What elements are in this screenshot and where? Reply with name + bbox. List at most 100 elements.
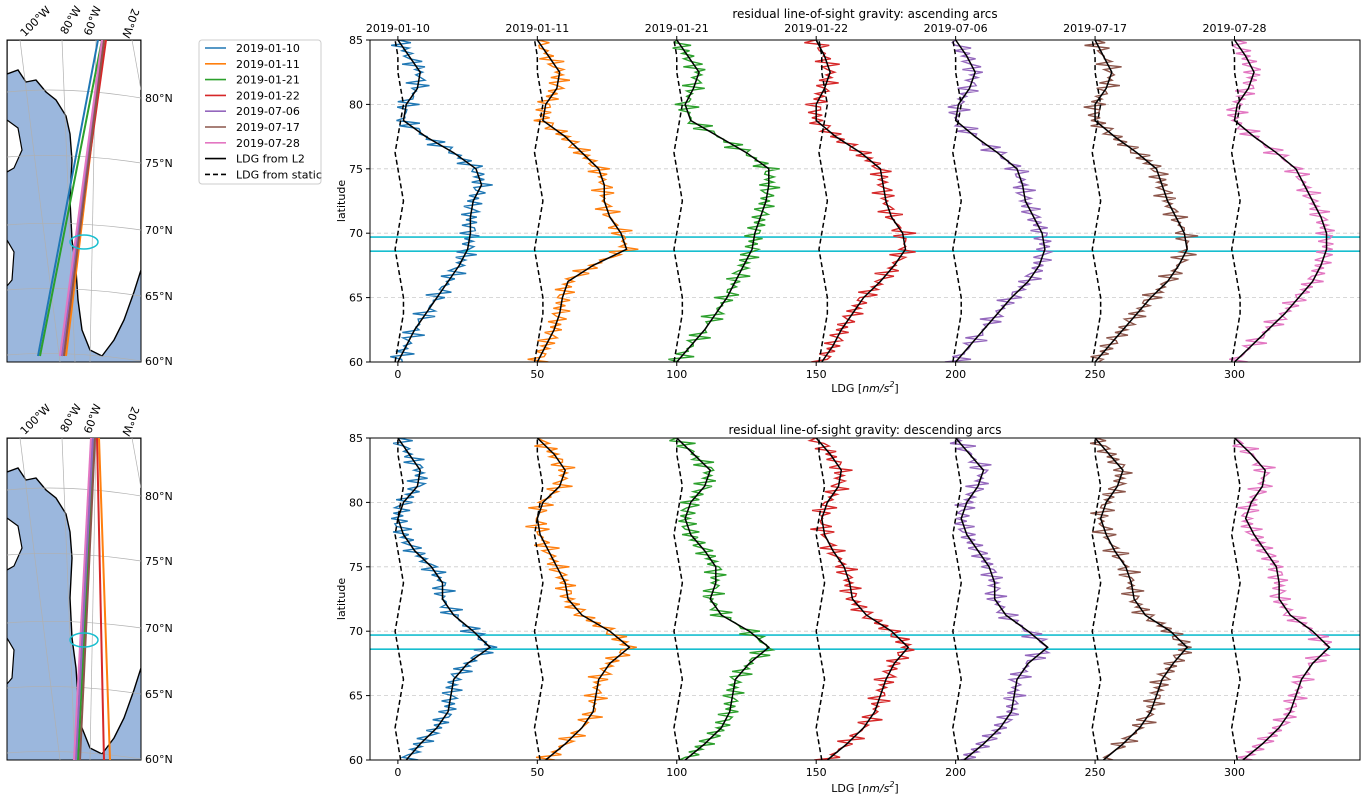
static-ldg-line — [952, 40, 962, 362]
x-tick-label: 0 — [394, 766, 401, 779]
map-island — [7, 517, 23, 571]
x-tick-label: 150 — [806, 766, 827, 779]
x-tick-label: 200 — [945, 766, 966, 779]
y-tick-label: 80 — [349, 98, 363, 111]
l2-ldg-line — [815, 40, 907, 362]
static-ldg-line — [1091, 40, 1102, 362]
map-lat-label: 75°N — [145, 157, 173, 170]
satellite-track — [96, 438, 105, 760]
satellite-track — [59, 40, 103, 357]
legend-label: 2019-01-22 — [236, 89, 300, 102]
y-tick-label: 65 — [349, 690, 363, 703]
l2-ldg-line — [954, 40, 1046, 362]
y-tick-label: 85 — [349, 432, 363, 445]
legend-label: 2019-07-17 — [236, 121, 300, 134]
satellite-track — [77, 438, 95, 760]
plot-frame — [369, 39, 1361, 363]
map-lat-label: 80°N — [145, 490, 173, 503]
top-tick-label: 2019-07-06 — [924, 22, 988, 35]
l2-ldg-line — [536, 40, 628, 362]
static-ldg-line — [394, 40, 405, 362]
static-ldg-line — [673, 438, 684, 760]
top-tick-label: 2019-01-22 — [784, 22, 848, 35]
top-tick-label: 2019-07-28 — [1203, 22, 1267, 35]
x-tick-label: 250 — [1085, 368, 1106, 381]
map-lat-label: 65°N — [145, 688, 173, 701]
map-ascending: 100°W 80°W 60°W 20°W 80°N 75°N 70°N 65°N… — [6, 4, 173, 368]
observed-ldg-line — [668, 40, 781, 362]
map-descending: 100°W 80°W 60°W 20°W 80°N 75°N 70°N 65°N… — [6, 402, 173, 766]
plot-descending: residual line-of-sight gravity: descendi… — [335, 423, 1361, 795]
observed-ldg-line — [525, 438, 637, 760]
x-tick-label: 50 — [530, 766, 544, 779]
satellite-track — [79, 438, 96, 760]
static-ldg-line — [818, 40, 829, 362]
study-area-outline — [69, 234, 99, 250]
map-lon-label: 60°W — [81, 402, 104, 435]
l2-ldg-line — [1094, 40, 1188, 362]
l2-ldg-line — [397, 438, 492, 760]
satellite-track — [61, 40, 104, 357]
map-lon-label: 80°W — [58, 4, 85, 37]
legend: 2019-01-10 2019-01-11 2019-01-21 2019-01-22… — [198, 39, 322, 185]
y-tick-label: 70 — [349, 227, 363, 240]
legend-label: 2019-07-06 — [236, 105, 300, 118]
legend-box — [198, 39, 322, 185]
observed-ldg-line — [1083, 40, 1199, 362]
observed-ldg-line — [1089, 438, 1193, 760]
map-lat-label: 60°N — [145, 355, 173, 368]
map-lon-label: 80°W — [58, 402, 85, 435]
map-island — [7, 636, 15, 685]
plot-ascending: residual line-of-sight gravity: ascendin… — [335, 7, 1361, 395]
observed-ldg-line — [669, 438, 776, 760]
x-tick-label: 300 — [1224, 368, 1245, 381]
plot-frame — [369, 437, 1361, 761]
x-tick-label: 100 — [666, 368, 687, 381]
observed-ldg-line — [804, 40, 917, 362]
satellite-track — [63, 40, 105, 357]
satellite-track — [73, 438, 92, 760]
observed-ldg-line — [527, 40, 639, 362]
top-tick-label: 2019-01-10 — [366, 22, 430, 35]
static-ldg-line — [533, 438, 544, 760]
top-tick-label: 2019-01-11 — [505, 22, 569, 35]
chart-title: residual line-of-sight gravity: descendi… — [729, 423, 1002, 437]
l2-ldg-line — [397, 40, 483, 362]
map-island — [7, 119, 23, 173]
l2-ldg-line — [815, 438, 910, 760]
static-ldg-line — [673, 40, 684, 362]
x-tick-label: 100 — [666, 766, 687, 779]
x-tick-label: 200 — [945, 368, 966, 381]
y-tick-label: 75 — [349, 163, 363, 176]
map-lon-label: 20°W — [119, 7, 142, 40]
x-tick-label: 250 — [1085, 766, 1106, 779]
satellite-track — [37, 40, 99, 357]
legend-label-l2: LDG from L2 — [236, 153, 305, 166]
observed-ldg-line — [1226, 40, 1335, 362]
static-ldg-line — [952, 438, 962, 760]
l2-ldg-line — [1233, 438, 1331, 760]
x-tick-label: 0 — [394, 368, 401, 381]
top-tick-label: 2019-07-17 — [1063, 22, 1127, 35]
legend-label: 2019-01-21 — [236, 74, 300, 87]
l2-ldg-line — [955, 438, 1049, 760]
map-island — [7, 238, 15, 287]
x-axis-label: LDG [nm/s2] — [831, 780, 898, 795]
static-ldg-line — [394, 438, 405, 760]
l2-ldg-line — [676, 438, 770, 760]
y-tick-label: 65 — [349, 292, 363, 305]
y-tick-label: 70 — [349, 625, 363, 638]
observed-ldg-line — [807, 438, 915, 760]
l2-ldg-line — [536, 438, 631, 760]
study-area-outline — [69, 632, 99, 648]
static-ldg-line — [1091, 438, 1102, 760]
y-axis-label: latitude — [335, 578, 348, 620]
legend-label: 2019-01-11 — [236, 58, 300, 71]
observed-ldg-line — [390, 40, 493, 362]
map-land — [7, 40, 141, 357]
y-tick-label: 60 — [349, 754, 363, 767]
static-ldg-line — [815, 438, 826, 760]
l2-ldg-line — [676, 40, 770, 362]
observed-ldg-line — [1232, 438, 1333, 760]
